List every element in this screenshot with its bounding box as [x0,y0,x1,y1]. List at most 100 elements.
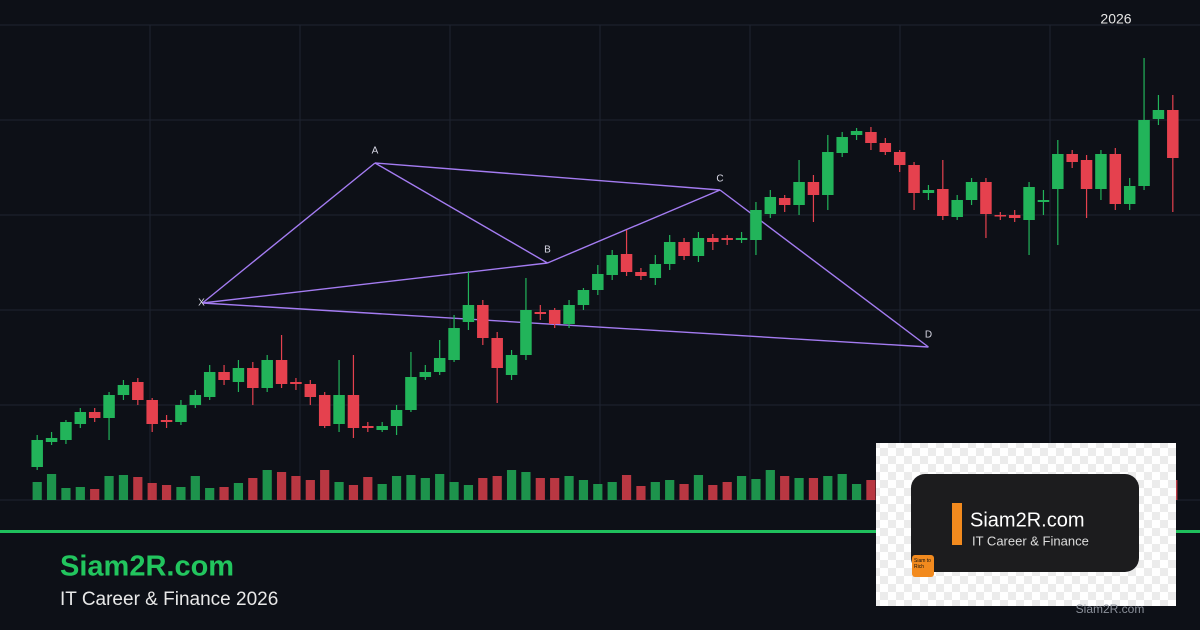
candle-body [635,272,647,276]
footer-subtitle: IT Career & Finance 2026 [60,589,278,610]
volume-bar [492,476,502,500]
volume-bar [535,478,545,500]
candle-body [606,255,618,275]
pattern-label: B [544,245,551,256]
volume-bar [837,474,847,500]
candle-body [965,182,978,200]
logo-badge-text: Siam to Rich [914,558,931,570]
candle-body [45,438,58,442]
pattern-line [202,302,929,348]
volume-bar [435,474,445,500]
volume-bar [305,480,315,500]
candle-body [1066,154,1078,162]
volume-bar [708,485,718,500]
candle-body [160,420,173,422]
candle-body [663,242,676,264]
watermark: Siam2R.com [1076,602,1145,616]
candle-body [203,372,216,397]
candle-body [376,426,388,430]
logo-subtitle: IT Career & Finance [972,533,1089,548]
logo-title: Siam2R.com [970,509,1084,531]
volume-bar [406,475,416,500]
volume-bar [550,478,560,500]
candle-body [1023,187,1035,220]
candle-body [778,198,791,205]
volume-bar [161,485,172,500]
candle-body [31,440,43,467]
logo-card [911,474,1139,572]
candle-body [505,355,518,375]
candle-body [721,238,733,240]
volume-bar [233,483,244,500]
footer-title: Siam2R.com [60,551,234,583]
candle-body [807,182,820,195]
volume-bar [219,487,229,500]
volume-bar [391,476,402,500]
candle-body [563,305,575,324]
candle-body [893,152,906,165]
candle-body [146,400,158,424]
volume-bar [248,478,258,500]
year-label: 2026 [1100,11,1131,27]
candle-body [462,305,475,322]
candle-body [232,368,245,382]
pattern-line [547,189,721,264]
pattern-line [202,162,376,304]
logo: Siam2R.com IT Career & Finance Siam to R… [876,443,1176,606]
volume-bar [578,480,589,500]
volume-bar [679,484,689,500]
candle-body [922,190,935,193]
volume-bar [765,470,775,500]
volume-bar [823,476,833,500]
volume-bar [808,478,819,500]
candle-body [750,210,762,240]
candle-body [879,143,892,152]
volume-bar [276,472,287,500]
candle-body [333,395,345,424]
candle-body [520,310,532,355]
volume-bar [506,470,517,500]
volume-bar [693,475,704,500]
candle-body [822,152,834,195]
volume-bar [650,482,660,500]
candle-body [951,200,963,217]
volume-bar [104,476,114,500]
candle-body [793,182,805,205]
candle-body [764,197,777,214]
volume-bar [118,475,129,500]
volume-bar [205,488,215,500]
volume-bar [851,484,862,500]
candle-body [175,405,187,422]
candle-body [1080,160,1093,189]
logo-badge [912,555,934,577]
pattern-label: A [372,146,379,157]
pattern-line [374,162,548,264]
candle-body [1008,215,1021,218]
candle-body [275,360,288,384]
candle-body [304,384,317,397]
candle-body [1167,110,1179,158]
candle-body [448,328,460,360]
candle-body [649,264,662,278]
candle-body [318,395,331,426]
candle-body [362,426,374,428]
volume-bar [780,476,790,500]
volume-bar [90,489,100,500]
candle-body [534,312,547,314]
volume-bar [420,478,430,500]
candle-body [1037,200,1050,202]
candle-body [692,238,705,256]
candle-body [1152,110,1165,119]
candle-body [735,238,748,240]
pattern-line [202,262,548,304]
volume-bar [463,485,474,500]
candle-body [491,338,503,368]
volume-bar [751,479,761,500]
candle-body [994,215,1007,217]
volume-bar [564,476,574,500]
volume-bar [348,485,359,500]
volume-bar [521,472,531,500]
candle-body [865,132,877,143]
volume-bar [133,477,143,500]
pattern-label: D [925,330,932,341]
